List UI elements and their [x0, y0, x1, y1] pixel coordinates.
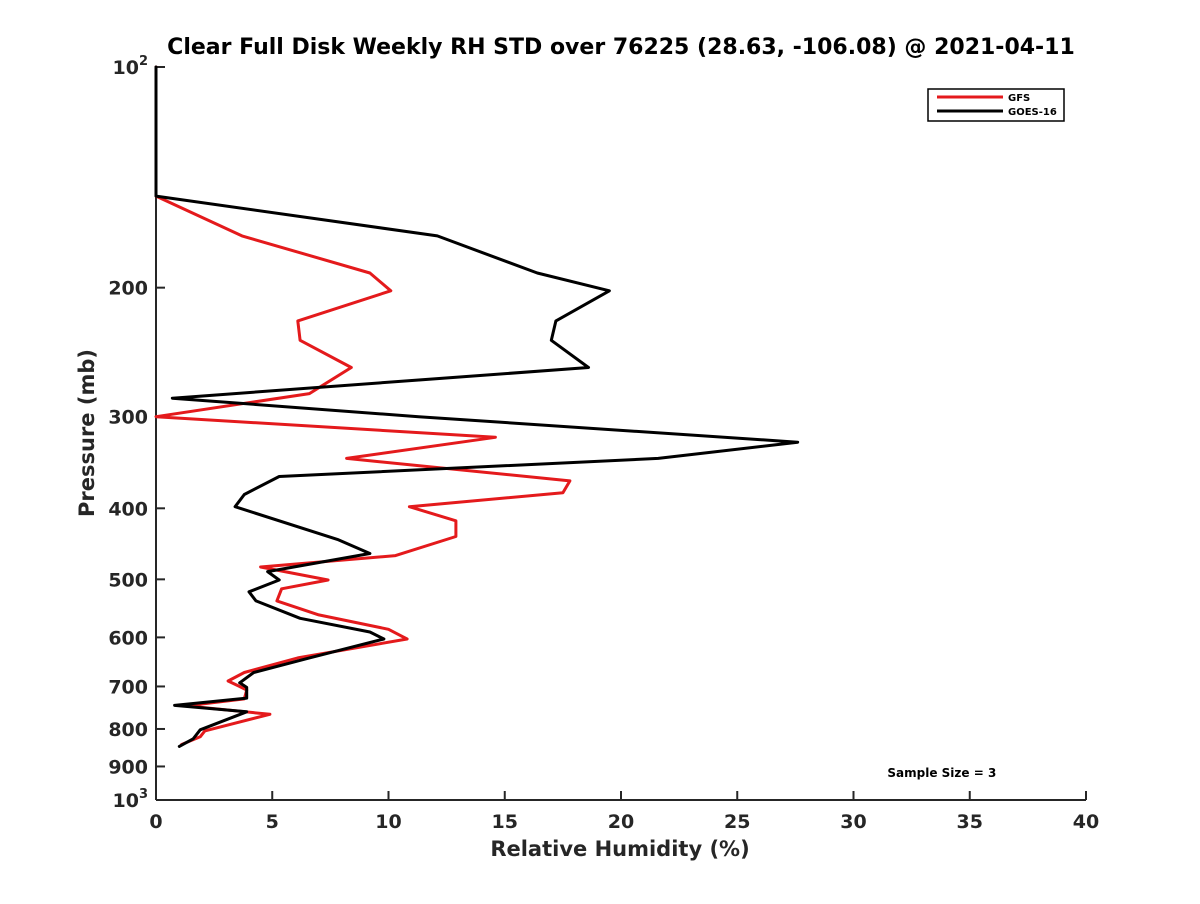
- y-tick-label: 102: [113, 54, 149, 79]
- y-tick-label: 400: [108, 498, 148, 520]
- legend-box: [927, 88, 1065, 122]
- x-tick-label: 20: [608, 811, 634, 833]
- sample-size-annotation: Sample Size = 3: [887, 766, 996, 780]
- y-tick-label: 900: [108, 756, 148, 778]
- chart-title: Clear Full Disk Weekly RH STD over 76225…: [167, 35, 1075, 60]
- annotations: Sample Size = 3: [887, 766, 996, 780]
- legend-label-gfs: GFS: [1008, 93, 1030, 104]
- legend: GFS GOES-16: [927, 88, 1065, 122]
- x-tick-label: 0: [149, 811, 162, 833]
- x-tick-label: 25: [724, 811, 750, 833]
- y-tick-label: 500: [108, 569, 148, 591]
- axes: 0 5 10 15 20 25 30 35 40 102 200 300 400 500 600 700 800…: [108, 54, 1099, 833]
- series-layer: [154, 65, 800, 748]
- x-tick-label: 5: [266, 811, 279, 833]
- y-tick-label: 800: [108, 719, 148, 741]
- x-axis-label: Relative Humidity (%): [490, 837, 749, 861]
- legend-label-goes-16: GOES-16: [1008, 107, 1057, 118]
- x-tick-label: 40: [1073, 811, 1099, 833]
- series-line-goes-16: [154, 65, 800, 748]
- x-tick-label: 15: [492, 811, 518, 833]
- x-tick-label: 35: [957, 811, 983, 833]
- y-axis-label: Pressure (mb): [75, 349, 99, 517]
- x-tick-label: 10: [375, 811, 401, 833]
- y-tick-label: 300: [108, 407, 148, 429]
- y-tick-label: 103: [113, 787, 149, 812]
- y-tick-label: 200: [108, 278, 148, 300]
- y-tick-label: 700: [108, 676, 148, 698]
- x-tick-label: 30: [840, 811, 866, 833]
- y-tick-label: 600: [108, 627, 148, 649]
